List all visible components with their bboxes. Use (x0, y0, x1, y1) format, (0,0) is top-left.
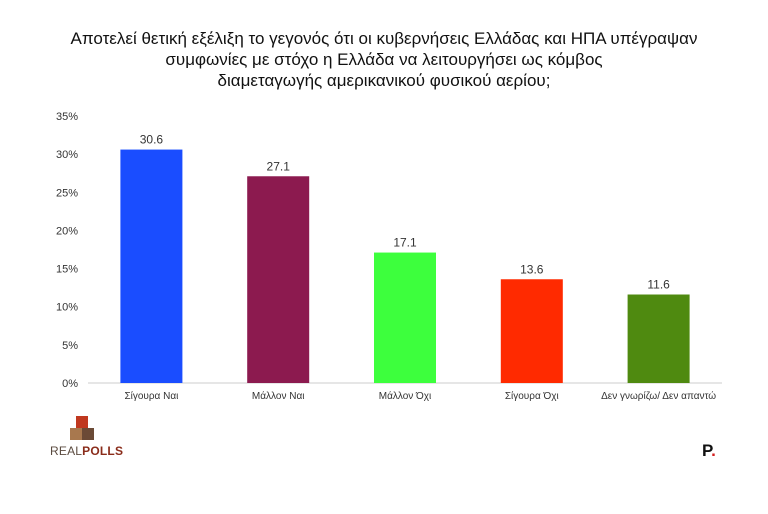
y-tick-label: 10% (56, 302, 78, 314)
chart-title-line-3: διαμεταγωγής αμερικανικού φυσικού αερίου… (217, 71, 551, 90)
bar (120, 149, 183, 383)
x-tick-label: Σίγουρα Ναι (124, 390, 178, 402)
bar (247, 176, 310, 383)
data-label: 17.1 (393, 236, 417, 250)
realpolls-logo: REALPOLLS (50, 416, 124, 460)
y-tick-label: 20% (56, 225, 78, 237)
chart-title-line-1: Αποτελεί θετική εξέλιξη το γεγονός ότι ο… (70, 29, 698, 48)
chart-title: Αποτελεί θετική εξέλιξη το γεγονός ότι ο… (40, 28, 728, 91)
publisher-logo: P. (702, 441, 716, 460)
y-tick-label: 0% (62, 378, 78, 390)
cubes-icon (70, 416, 94, 440)
x-tick-label: Μάλλον Όχι (379, 390, 432, 402)
bar (627, 294, 690, 383)
y-tick-label: 30% (56, 149, 78, 161)
y-tick-label: 35% (56, 111, 78, 123)
x-tick-label: Μάλλον Ναι (252, 390, 305, 402)
chart-title-line-2: συμφωνίες με στόχο η Ελλάδα να λειτουργή… (165, 50, 603, 69)
realpolls-wordmark: REALPOLLS (50, 444, 124, 458)
bar (374, 252, 436, 383)
data-label: 27.1 (267, 159, 291, 173)
bar (500, 279, 563, 383)
y-tick-label: 25% (56, 187, 78, 199)
data-label: 11.6 (647, 278, 670, 292)
data-label: 13.6 (520, 262, 544, 276)
x-tick-label: Δεν γνωρίζω/ Δεν απαντώ (601, 390, 716, 402)
data-label: 30.6 (140, 133, 164, 147)
x-tick-label: Σίγουρα Όχι (505, 390, 559, 402)
y-tick-label: 5% (62, 340, 78, 352)
y-tick-label: 15% (56, 264, 78, 276)
